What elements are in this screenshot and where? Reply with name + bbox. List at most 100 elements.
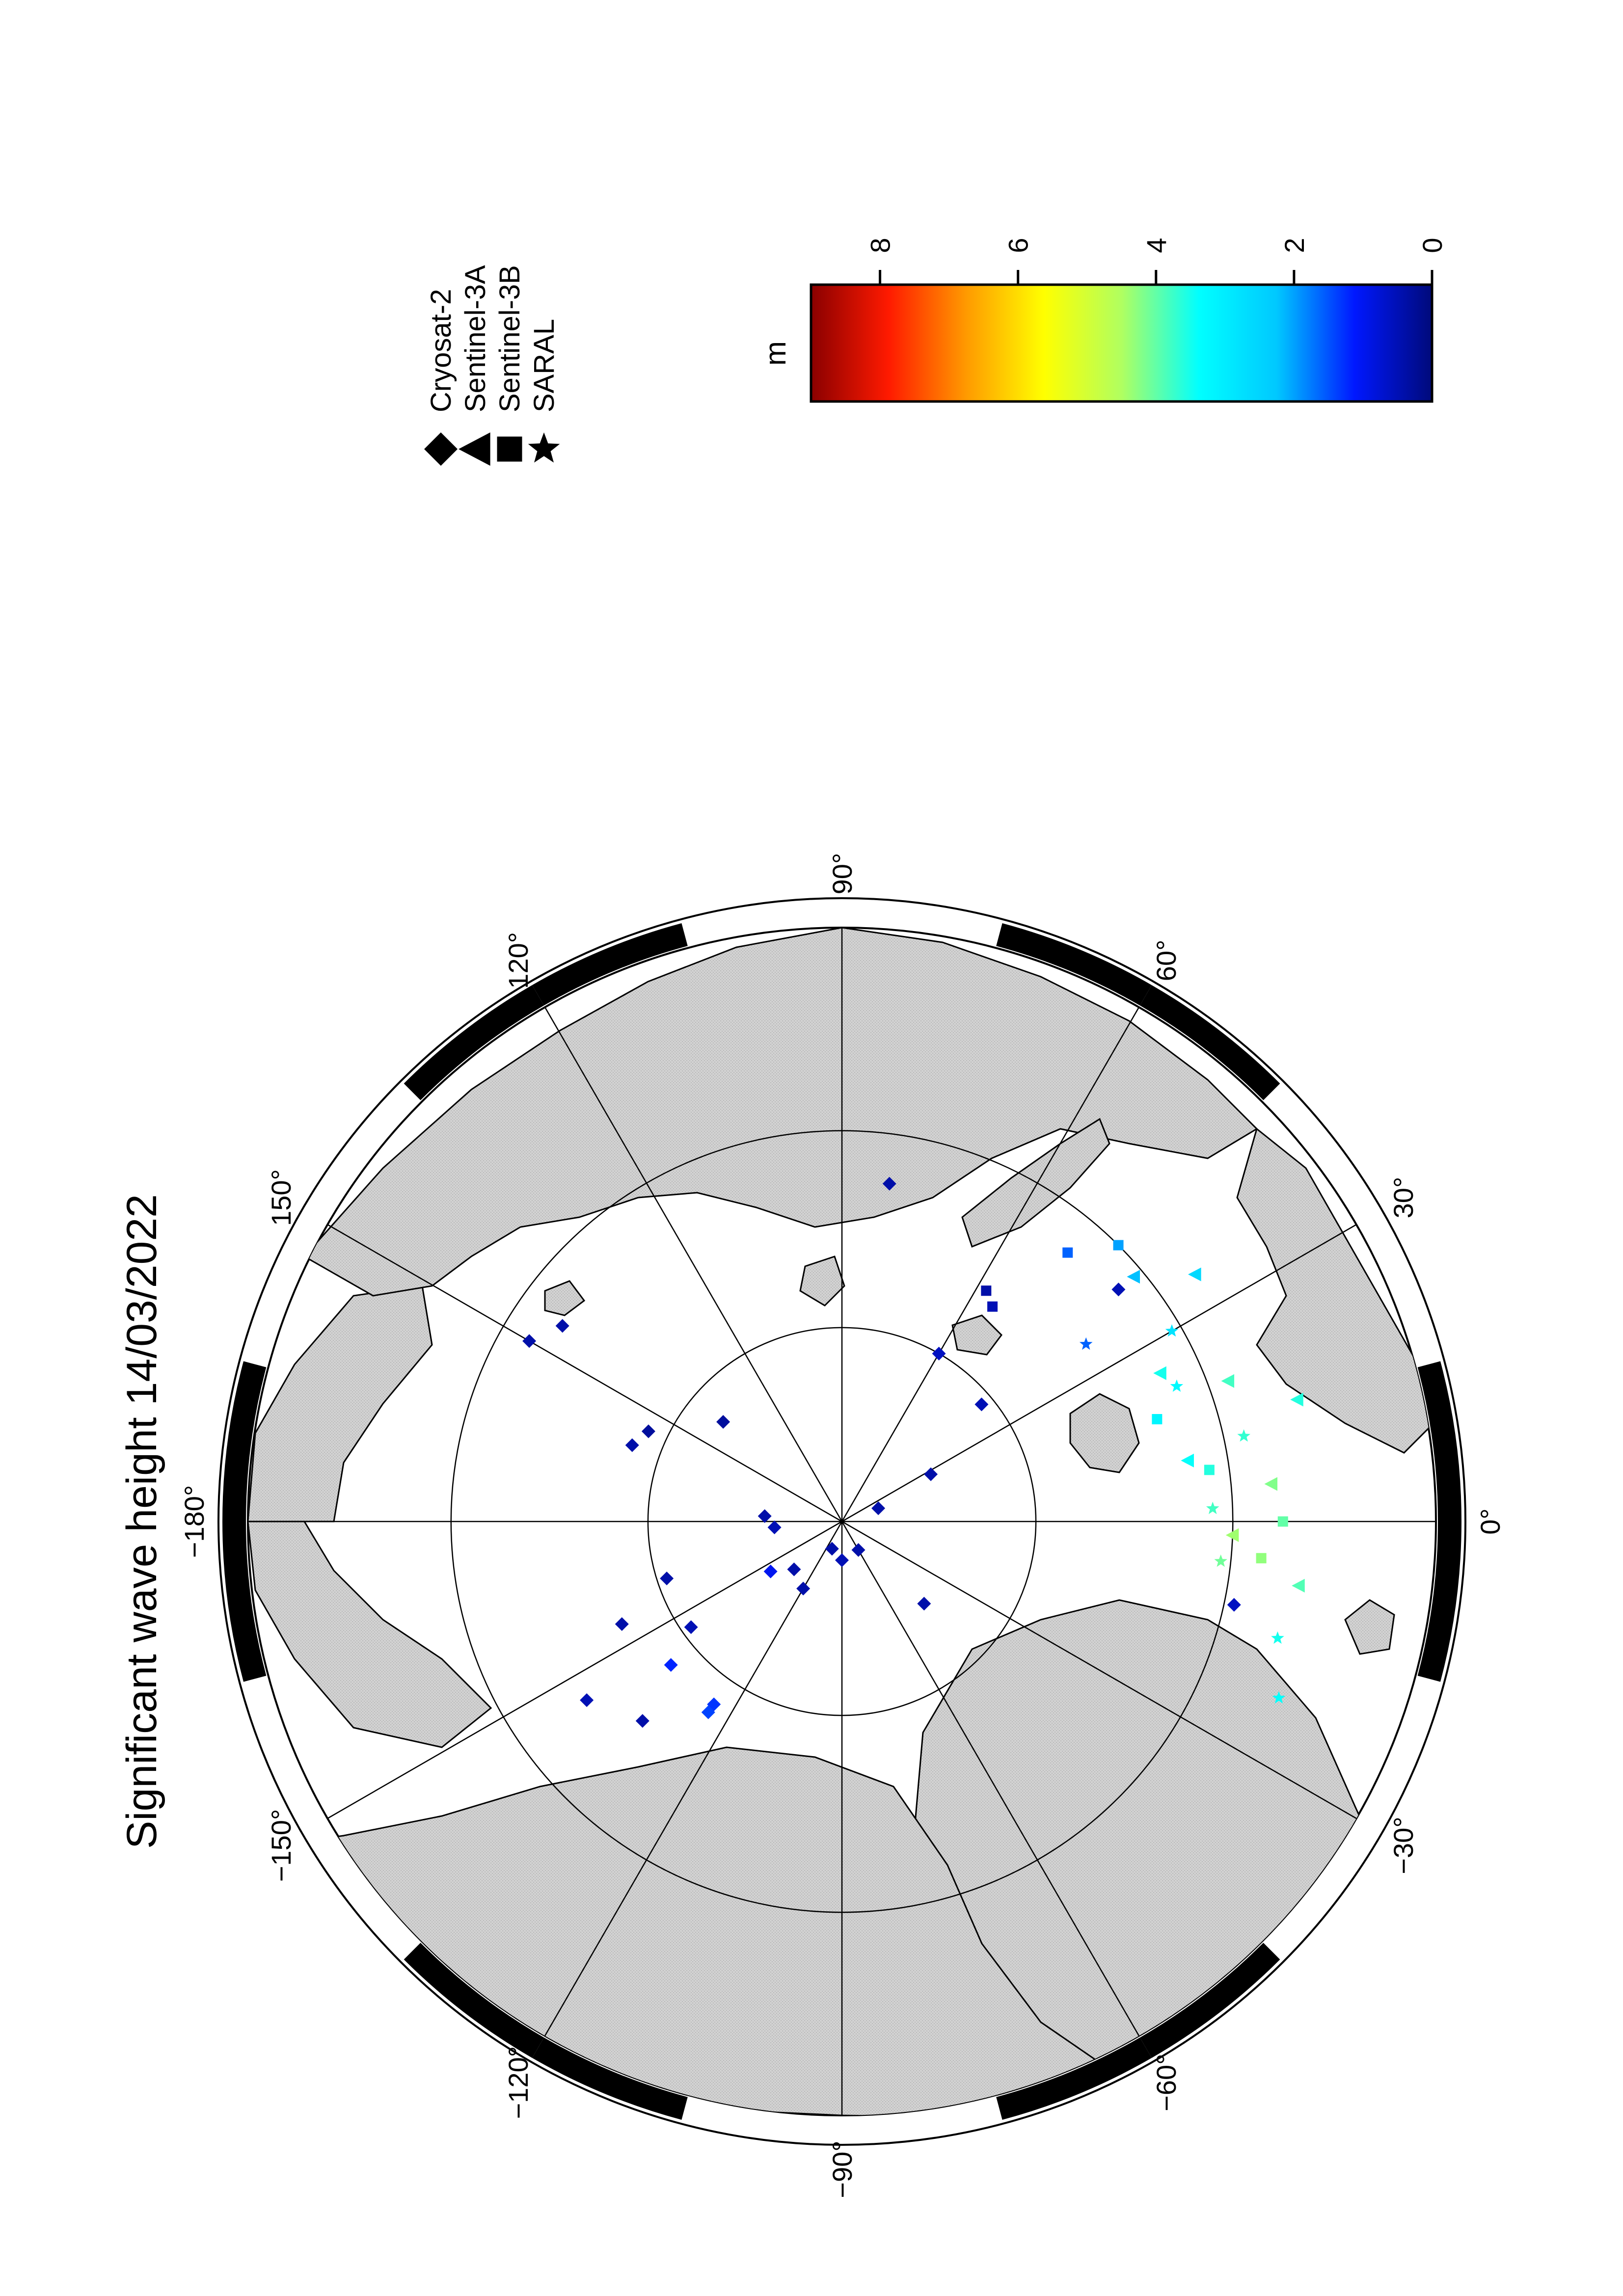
iceland-land [1344,1599,1395,1655]
data-point-diamond [580,1693,594,1708]
data-point-triangle [1127,1270,1140,1284]
legend-item-label: Cryosat-2 [425,289,457,412]
colorbar: 0 2 4 6 8 m [759,238,1448,403]
data-point-square [981,1285,992,1296]
frame-segment [532,923,688,1006]
data-point-diamond [615,1617,629,1631]
longitude-label: −30° [1388,1816,1419,1874]
data-point-star [1214,1554,1227,1567]
legend-star-icon [528,432,560,463]
colorbar-tick-label: 8 [865,238,896,253]
legend-item-label: Sentinel-3A [460,265,491,412]
meridian-line [327,1521,842,1819]
legend-triangle-icon [459,432,490,466]
scandinavia-land [1236,1127,1434,1454]
colorbar-tick-label: 6 [1003,238,1034,253]
data-point-triangle [1188,1267,1201,1281]
data-point-diamond [522,1334,537,1348]
data-point-square [1113,1240,1124,1251]
data-point-star [1170,1379,1184,1392]
data-point-diamond [974,1397,989,1412]
data-point-diamond [757,1509,772,1523]
longitude-label: 60° [1151,940,1182,982]
data-point-square [987,1301,998,1312]
data-point-diamond [787,1562,801,1576]
data-point-diamond [635,1714,649,1728]
data-point-triangle [1292,1578,1305,1593]
meridian-line [841,1007,1140,1522]
data-markers [522,1176,1305,1728]
data-point-diamond [625,1438,639,1452]
frame-segment [404,985,544,1100]
data-point-square [1062,1247,1073,1258]
data-point-star [1165,1324,1179,1337]
data-point-star [1271,1631,1284,1644]
legend-square-icon [497,436,522,462]
meridian-line [841,1521,1140,2036]
data-point-diamond [917,1597,931,1611]
graticule [248,928,1436,2115]
frame-segment [532,2037,688,2120]
data-point-square [1152,1414,1163,1424]
frame-segment [1417,1361,1461,1522]
map-frame-segments [222,923,1461,2120]
svalbard-land [1069,1393,1140,1473]
data-point-diamond [716,1415,730,1429]
longitude-label: 30° [1388,1177,1419,1219]
longitude-label: 90° [827,853,858,895]
meridian-line [544,1007,843,1522]
chukotka-land [248,1285,433,1522]
longitude-label: −120° [503,2046,534,2119]
novaya-zemlya-land [961,1118,1110,1248]
longitude-label: 0° [1475,1508,1506,1535]
legend: Cryosat-2 Sentinel-3A Sentinel-3B SARAL [424,265,560,466]
colorbar-tick-label: 4 [1141,238,1172,253]
data-point-diamond [882,1176,896,1191]
colorbar-tick-label: 2 [1279,238,1310,253]
alaska-land [248,1521,492,1748]
colorbar-tick-label: 0 [1417,238,1448,253]
data-point-star [1272,1691,1286,1704]
data-point-diamond [835,1553,849,1567]
data-point-diamond [871,1501,886,1516]
colorbar-unit-label: m [759,341,792,366]
longitude-label: 150° [266,1169,297,1226]
frame-segment [996,2037,1152,2120]
frame-segment [1140,1943,1280,2058]
data-point-square [1256,1553,1267,1564]
longitude-label: −180° [179,1485,210,1558]
frame-segment [1417,1522,1461,1682]
colorbar-bar [810,283,1434,403]
new-siberian-islands-land [544,1280,586,1316]
data-point-diamond [701,1705,715,1719]
data-point-star [1206,1501,1219,1514]
data-point-diamond [767,1521,782,1535]
data-point-diamond [796,1581,811,1596]
data-point-diamond [1227,1598,1241,1612]
meridian-line [327,1224,842,1522]
meridian-line [841,1521,1357,1819]
data-point-diamond [555,1319,569,1333]
longitude-label: −150° [266,1809,297,1882]
data-point-diamond [664,1658,678,1672]
figure-title: Significant wave height 14/03/2022 [118,1194,165,1849]
data-point-diamond [825,1542,839,1556]
longitude-label: 120° [503,932,534,989]
data-point-diamond [660,1571,674,1585]
severnaya-zemlya-land [799,1255,845,1307]
frame-segment [996,923,1152,1006]
polar-map: 0° 30° 60° 90° 120° 150° −180° −150° −120° −90° −6… [179,853,1506,2198]
longitude-label: −90° [827,2140,858,2198]
data-point-triangle [1264,1477,1278,1491]
parallel-circle [450,1130,1234,1913]
data-point-square [1204,1465,1215,1475]
data-point-triangle [1225,1528,1239,1542]
frame-segment [222,1361,267,1522]
data-point-star [1079,1337,1093,1350]
data-point-triangle [1221,1374,1235,1388]
franz-josef-land [951,1314,1002,1356]
data-point-diamond [1111,1282,1126,1297]
frame-segment [404,1943,544,2058]
legend-item-label: SARAL [528,319,560,412]
